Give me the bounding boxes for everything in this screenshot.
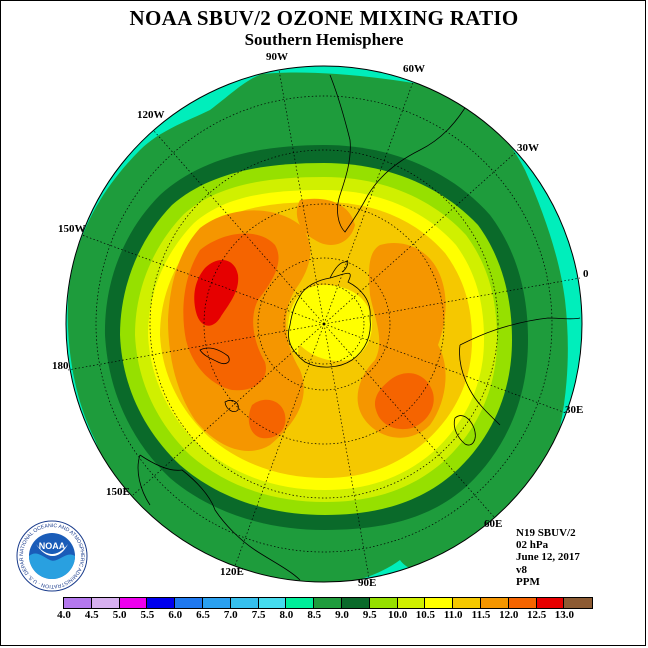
coastlines xyxy=(137,74,581,581)
colorbar-tick-label: 7.5 xyxy=(251,609,266,621)
colorbar-swatch xyxy=(258,598,287,608)
colorbar-swatch xyxy=(536,598,565,608)
lon-label-90w: 90W xyxy=(266,51,288,63)
colorbar-tick-label: 9.5 xyxy=(362,609,377,621)
colorbar-tick-label: 10.5 xyxy=(415,609,436,621)
colorbar-swatch xyxy=(341,598,370,608)
polar-core-amber xyxy=(297,345,360,378)
map-title: NOAA SBUV/2 OZONE MIXING RATIO xyxy=(129,6,519,30)
colorbar-swatch xyxy=(564,598,593,608)
colorbar-tick-label: 11.5 xyxy=(471,609,491,621)
ozone-contour-field xyxy=(66,66,582,582)
colorbar-swatch xyxy=(175,598,203,608)
tasmania xyxy=(224,400,239,412)
colorbar-tick-label: 6.0 xyxy=(168,609,183,621)
colorbar-tick-label: 9.0 xyxy=(335,609,349,621)
colorbar-tick-label: 12.0 xyxy=(499,609,519,621)
colorbar-swatch xyxy=(91,598,120,608)
colorbar-tick-label: 13.0 xyxy=(554,609,575,621)
logo-text: NOAA xyxy=(39,541,66,551)
lon-label-60e: 60E xyxy=(484,518,503,530)
colorbar-swatch xyxy=(314,598,342,608)
colorbar-tick-label: 7.0 xyxy=(223,609,238,621)
colorbar-tick-label: 12.5 xyxy=(526,609,547,621)
colorbar-swatch xyxy=(147,598,176,608)
graticule xyxy=(67,69,581,579)
lon-label-30e: 30E xyxy=(565,404,584,416)
lon-label-30w: 30W xyxy=(517,142,539,154)
colorbar-tick-label: 4.5 xyxy=(84,609,99,621)
contour-12-5 xyxy=(194,259,239,326)
colorbar-swatch xyxy=(425,598,454,608)
colorbar-swatch xyxy=(480,598,509,608)
noaa-logo: NATIONAL OCEANIC AND ATMOSPHERIC ADMINIS… xyxy=(16,520,88,592)
antarctic-peninsula xyxy=(329,260,349,279)
madagascar xyxy=(453,415,476,446)
colorbar-swatch xyxy=(369,598,398,608)
colorbar-tick-label: 10.0 xyxy=(387,609,408,621)
colorbar xyxy=(63,597,594,609)
satellite-label: N19 SBUV/2 xyxy=(516,527,576,539)
colorbar-swatch xyxy=(397,598,426,608)
colorbar-tick-label: 5.5 xyxy=(140,609,155,621)
polar-core xyxy=(288,285,372,366)
colorbar-swatch xyxy=(230,598,259,608)
lon-label-150w: 150W xyxy=(58,223,86,235)
new-zealand xyxy=(199,347,230,364)
lon-label-120w: 120W xyxy=(137,109,165,121)
lon-label-180: 180 xyxy=(52,360,69,372)
colorbar-tick-label: 8.5 xyxy=(307,609,322,621)
lon-label-150e: 150E xyxy=(106,486,130,498)
australia-coast xyxy=(137,454,301,581)
date-label: June 12, 2017 xyxy=(516,551,580,564)
colorbar-swatch xyxy=(202,598,231,608)
units-label: PPM xyxy=(516,575,540,588)
colorbar-tick-label: 8.0 xyxy=(279,609,294,621)
colorbar-tick-label: 6.5 xyxy=(196,609,210,621)
colorbar-tick-label: 4.0 xyxy=(57,609,71,621)
colorbar-swatch xyxy=(508,598,537,608)
contour-12-0-east xyxy=(374,373,434,430)
version-label: v8 xyxy=(516,563,527,576)
colorbar-swatch xyxy=(119,598,148,608)
lon-label-90e: 90E xyxy=(358,577,377,589)
colorbar-tick-label: 5.0 xyxy=(112,609,127,621)
colorbar-swatch xyxy=(286,598,315,608)
map-subtitle: Southern Hemisphere xyxy=(244,30,404,49)
lon-label-60w: 60W xyxy=(403,63,425,75)
lon-label-120e: 120E xyxy=(220,566,244,578)
south-america-coast xyxy=(329,74,471,233)
colorbar-tick-label: 11.0 xyxy=(443,609,463,621)
contour-12-0-ne xyxy=(386,256,420,289)
contour-11-5-north xyxy=(296,198,355,245)
pressure-level-label: 02 hPa xyxy=(516,539,549,552)
contour-12-0-south xyxy=(248,399,286,439)
colorbar-swatch xyxy=(64,598,92,608)
antarctica-coast xyxy=(288,272,371,368)
africa-coast xyxy=(459,317,581,426)
colorbar-swatch xyxy=(453,598,481,608)
map-boundary xyxy=(65,65,583,583)
product-info: N19 SBUV/2 02 hPa June 12, 2017 v8 PPM xyxy=(516,527,580,588)
lon-label-0: 0 xyxy=(583,268,589,280)
